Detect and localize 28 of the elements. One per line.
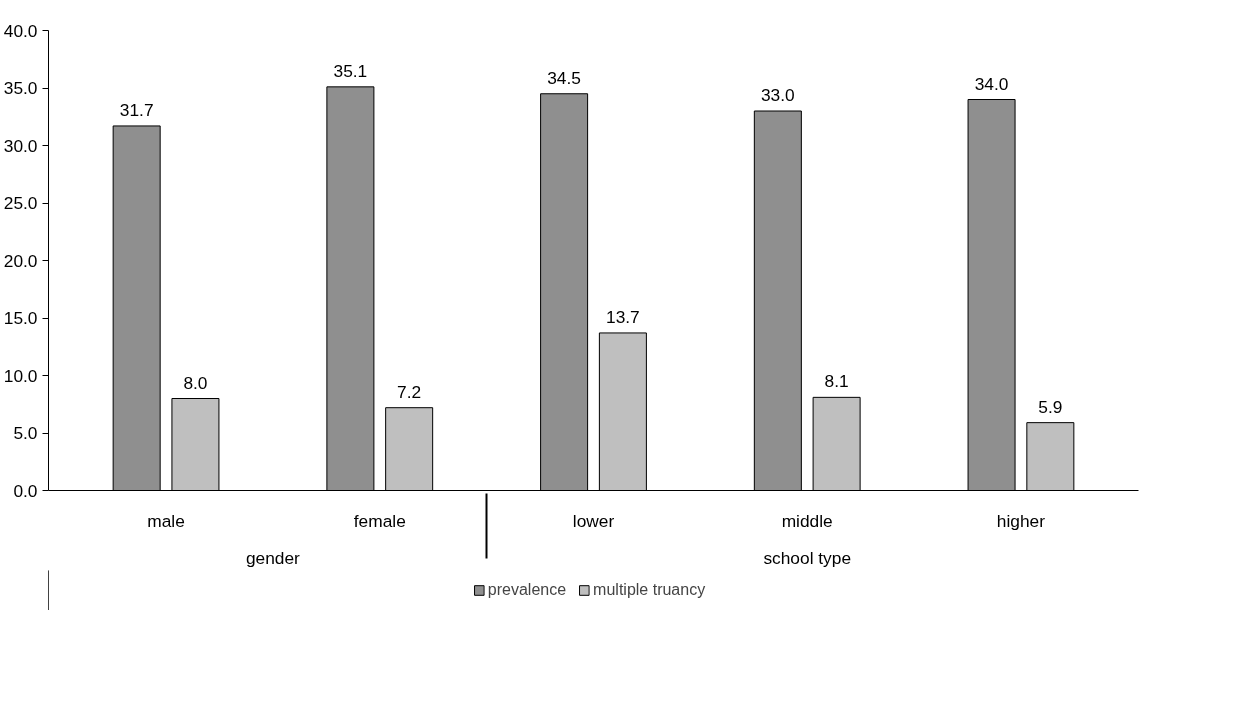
data-label: 33.0 bbox=[760, 85, 795, 105]
y-tick-label: 10.0 bbox=[3, 365, 38, 386]
y-tick-label: 30.0 bbox=[3, 135, 38, 156]
text: school type bbox=[763, 547, 852, 568]
y-tick-label: 15.0 bbox=[3, 308, 38, 328]
text: gender bbox=[245, 547, 301, 568]
x-tick-label: male bbox=[147, 510, 185, 531]
y-tick-label: 25.0 bbox=[3, 193, 38, 213]
y-tick-label: 20.0 bbox=[3, 250, 38, 271]
x-tick-label: female bbox=[353, 510, 406, 531]
y-tick-label: 0.0 bbox=[13, 480, 38, 501]
x-tick-label: lower bbox=[572, 510, 615, 531]
data-label: 7.2 bbox=[397, 381, 422, 402]
legend-label: multiple truancy bbox=[593, 581, 706, 599]
data-label: 31.7 bbox=[119, 99, 154, 120]
y-tick-label: 40.0 bbox=[3, 20, 38, 41]
y-tick-label: 35.0 bbox=[3, 78, 38, 98]
data-label: 8.0 bbox=[183, 372, 208, 393]
data-label: 5.9 bbox=[1038, 396, 1063, 417]
legend-label: prevalence bbox=[487, 581, 567, 599]
data-label: 35.1 bbox=[333, 60, 368, 81]
data-label: 8.1 bbox=[824, 371, 849, 392]
y-tick-label: 5.0 bbox=[13, 423, 38, 443]
data-label: 13.7 bbox=[606, 306, 640, 327]
x-tick-label: middle bbox=[781, 510, 833, 531]
data-label: 34.0 bbox=[974, 73, 1009, 94]
data-label: 34.5 bbox=[547, 67, 581, 88]
x-tick-label: higher bbox=[996, 510, 1046, 531]
